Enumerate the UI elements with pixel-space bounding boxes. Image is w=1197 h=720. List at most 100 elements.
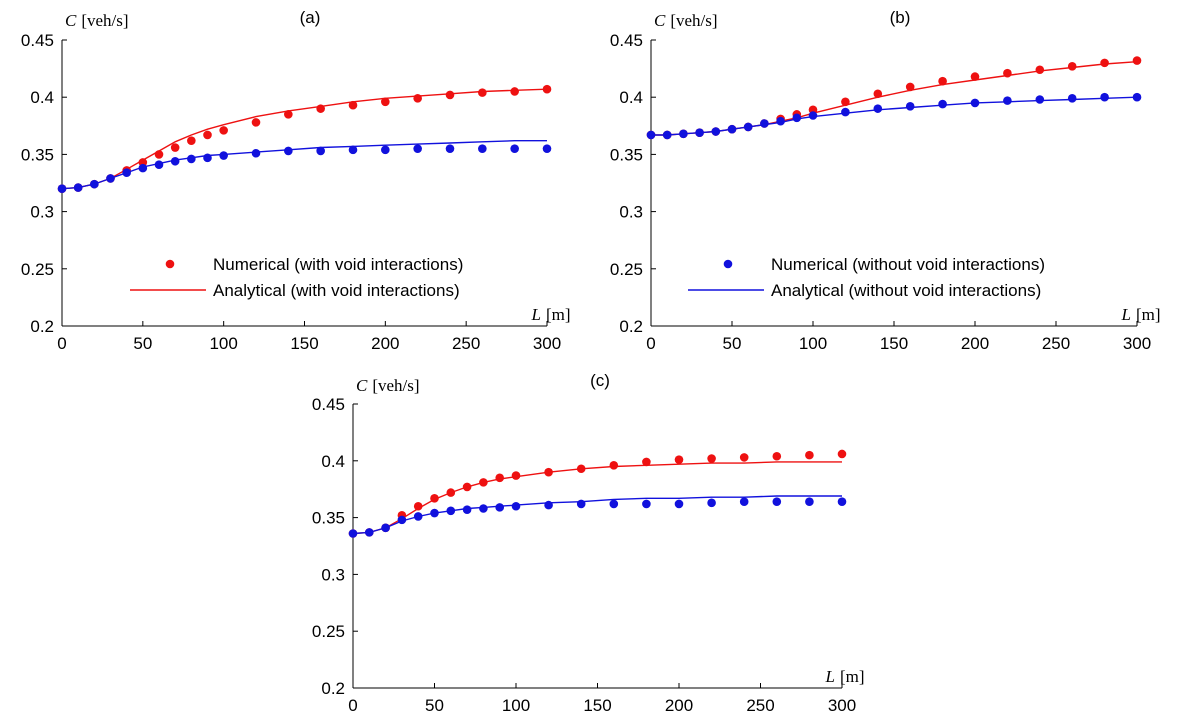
numerical-data-point bbox=[284, 146, 293, 156]
analytical-series-line bbox=[651, 96, 1138, 136]
panel-label: (a) bbox=[300, 8, 321, 27]
x-tick-label: 100 bbox=[209, 334, 237, 353]
numerical-data-point bbox=[413, 501, 423, 511]
x-axis-unit: [m] bbox=[546, 305, 571, 324]
y-axis-variable: C bbox=[356, 376, 368, 395]
numerical-data-point bbox=[413, 144, 422, 153]
numerical-data-point bbox=[381, 97, 390, 107]
numerical-data-point bbox=[642, 499, 651, 509]
y-tick-label: 0.25 bbox=[21, 260, 54, 279]
y-tick-label: 0.2 bbox=[619, 317, 643, 336]
x-tick-label: 50 bbox=[425, 696, 444, 715]
numerical-data-point bbox=[219, 151, 228, 160]
numerical-data-point bbox=[479, 504, 488, 513]
numerical-data-point bbox=[348, 100, 358, 110]
x-tick-label: 200 bbox=[665, 696, 693, 715]
numerical-data-point bbox=[808, 111, 818, 120]
numerical-data-point bbox=[609, 461, 619, 470]
numerical-data-point bbox=[841, 97, 850, 107]
x-tick-label: 150 bbox=[880, 334, 908, 353]
numerical-data-point bbox=[478, 88, 487, 97]
numerical-data-point bbox=[511, 471, 521, 480]
numerical-data-point bbox=[495, 473, 505, 483]
numerical-data-point bbox=[707, 454, 716, 463]
y-axis-label: C [veh/s] bbox=[356, 376, 420, 395]
numerical-data-point bbox=[772, 497, 782, 506]
y-axis-unit: [veh/s] bbox=[81, 11, 128, 30]
numerical-data-point bbox=[760, 119, 769, 128]
numerical-data-point bbox=[805, 497, 814, 506]
numerical-data-point bbox=[772, 451, 782, 461]
y-axis-unit: [veh/s] bbox=[670, 11, 717, 30]
legend-marker bbox=[723, 259, 733, 269]
y-tick-label: 0.45 bbox=[312, 395, 345, 414]
legend-label: Numerical (with void interactions) bbox=[213, 255, 463, 274]
numerical-data-point bbox=[707, 498, 716, 508]
x-tick-label: 50 bbox=[133, 334, 152, 353]
numerical-data-point bbox=[905, 82, 915, 92]
analytical-series-line bbox=[61, 139, 547, 190]
x-axis-label: L [m] bbox=[530, 305, 570, 324]
y-axis-unit: [veh/s] bbox=[372, 376, 419, 395]
y-axis-label: C [veh/s] bbox=[65, 11, 129, 30]
legend-label: Analytical (without void interactions) bbox=[771, 281, 1041, 300]
x-axis-label: L [m] bbox=[824, 667, 864, 686]
x-axis-unit: [m] bbox=[840, 667, 865, 686]
numerical-data-point bbox=[284, 110, 293, 119]
y-axis-label: C [veh/s] bbox=[654, 11, 718, 30]
panel-label: (c) bbox=[590, 371, 610, 390]
x-axis-variable: L bbox=[1120, 305, 1130, 324]
numerical-data-point bbox=[1132, 56, 1142, 65]
numerical-data-point bbox=[674, 455, 684, 464]
panel-b: 0.2 0.25 0.3 0.35 0.4 0.45 0 50 100 150 200 250 300 (… bbox=[610, 8, 1161, 353]
numerical-data-point bbox=[187, 154, 196, 164]
numerical-data-point bbox=[203, 130, 212, 140]
numerical-data-point bbox=[739, 453, 749, 462]
numerical-data-point bbox=[873, 89, 883, 99]
numerical-data-point bbox=[251, 148, 261, 158]
panel-a: 0.2 0.25 0.3 0.35 0.4 0.45 0 50 100 150 200 250 300 (… bbox=[21, 8, 571, 353]
analytical-series-line bbox=[352, 495, 842, 535]
numerical-data-point bbox=[478, 144, 487, 153]
panel-c: 0.2 0.25 0.3 0.35 0.4 0.45 0 50 100 150 200 250 300 (… bbox=[312, 371, 865, 715]
numerical-data-point bbox=[348, 145, 358, 155]
numerical-data-point bbox=[542, 144, 552, 153]
x-tick-label: 0 bbox=[646, 334, 655, 353]
x-tick-label: 50 bbox=[723, 334, 742, 353]
numerical-data-point bbox=[57, 184, 67, 194]
analytical-series-line bbox=[651, 61, 1138, 136]
numerical-data-point bbox=[837, 449, 847, 459]
numerical-data-point bbox=[187, 136, 196, 145]
legend-label: Analytical (with void interactions) bbox=[213, 281, 460, 300]
x-tick-label: 300 bbox=[1123, 334, 1151, 353]
numerical-data-point bbox=[510, 87, 519, 96]
numerical-data-point bbox=[445, 144, 455, 153]
y-tick-label: 0.3 bbox=[321, 565, 345, 584]
x-tick-label: 300 bbox=[828, 696, 856, 715]
y-tick-label: 0.25 bbox=[312, 622, 345, 641]
numerical-data-point bbox=[1067, 94, 1077, 103]
y-tick-label: 0.4 bbox=[619, 88, 643, 107]
numerical-data-point bbox=[316, 146, 325, 156]
x-tick-label: 100 bbox=[799, 334, 827, 353]
y-tick-label: 0.45 bbox=[21, 31, 54, 50]
numerical-data-point bbox=[1003, 96, 1012, 105]
legend: Numerical (without void interactions) Ana… bbox=[688, 255, 1045, 300]
numerical-data-point bbox=[642, 457, 651, 467]
numerical-data-point bbox=[805, 450, 814, 460]
numerical-data-point bbox=[841, 107, 850, 117]
x-axis-variable: L bbox=[824, 667, 834, 686]
x-tick-label: 0 bbox=[348, 696, 357, 715]
numerical-data-point bbox=[938, 76, 947, 86]
numerical-data-point bbox=[674, 499, 684, 509]
analytical-series-line bbox=[352, 461, 842, 535]
numerical-data-point bbox=[445, 90, 455, 100]
x-tick-label: 250 bbox=[746, 696, 774, 715]
legend-marker bbox=[165, 259, 175, 269]
y-tick-label: 0.45 bbox=[610, 31, 643, 50]
y-tick-label: 0.4 bbox=[30, 88, 54, 107]
y-tick-label: 0.2 bbox=[321, 679, 345, 698]
y-tick-label: 0.2 bbox=[30, 317, 54, 336]
y-tick-label: 0.35 bbox=[21, 145, 54, 164]
numerical-data-point bbox=[495, 503, 505, 512]
